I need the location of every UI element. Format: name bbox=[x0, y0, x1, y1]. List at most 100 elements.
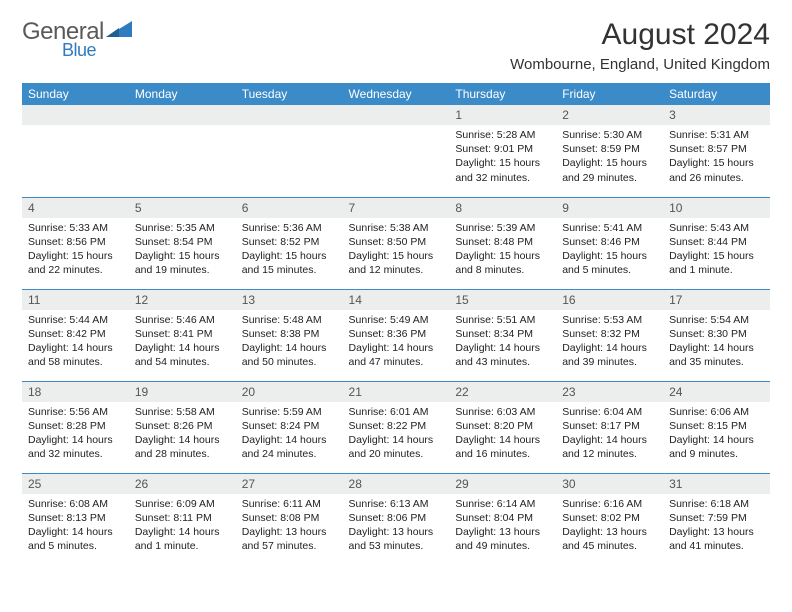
calendar-day: 19Sunrise: 5:58 AMSunset: 8:26 PMDayligh… bbox=[129, 381, 236, 473]
calendar-day: 13Sunrise: 5:48 AMSunset: 8:38 PMDayligh… bbox=[236, 289, 343, 381]
calendar-day: 24Sunrise: 6:06 AMSunset: 8:15 PMDayligh… bbox=[663, 381, 770, 473]
day-header: Monday bbox=[129, 83, 236, 105]
day-info: Sunrise: 6:18 AMSunset: 7:59 PMDaylight:… bbox=[663, 494, 770, 557]
calendar-day: 3Sunrise: 5:31 AMSunset: 8:57 PMDaylight… bbox=[663, 105, 770, 197]
day-number: 15 bbox=[449, 290, 556, 310]
day-number: 29 bbox=[449, 474, 556, 494]
day-number: 21 bbox=[343, 382, 450, 402]
day-info: Sunrise: 5:56 AMSunset: 8:28 PMDaylight:… bbox=[22, 402, 129, 465]
day-info: Sunrise: 6:01 AMSunset: 8:22 PMDaylight:… bbox=[343, 402, 450, 465]
day-header: Saturday bbox=[663, 83, 770, 105]
calendar-day: 20Sunrise: 5:59 AMSunset: 8:24 PMDayligh… bbox=[236, 381, 343, 473]
triangle-icon bbox=[106, 19, 132, 42]
day-number: 30 bbox=[556, 474, 663, 494]
day-header: Sunday bbox=[22, 83, 129, 105]
calendar-day: 28Sunrise: 6:13 AMSunset: 8:06 PMDayligh… bbox=[343, 473, 450, 565]
day-number: 5 bbox=[129, 198, 236, 218]
header: General Blue August 2024 Wombourne, Engl… bbox=[22, 18, 770, 73]
day-number: 4 bbox=[22, 198, 129, 218]
day-number: 6 bbox=[236, 198, 343, 218]
day-info: Sunrise: 5:35 AMSunset: 8:54 PMDaylight:… bbox=[129, 218, 236, 281]
day-header: Friday bbox=[556, 83, 663, 105]
calendar-day: 21Sunrise: 6:01 AMSunset: 8:22 PMDayligh… bbox=[343, 381, 450, 473]
day-info: Sunrise: 5:28 AMSunset: 9:01 PMDaylight:… bbox=[449, 125, 556, 188]
day-number bbox=[129, 105, 236, 125]
day-number: 22 bbox=[449, 382, 556, 402]
calendar-day: 11Sunrise: 5:44 AMSunset: 8:42 PMDayligh… bbox=[22, 289, 129, 381]
calendar-day: 18Sunrise: 5:56 AMSunset: 8:28 PMDayligh… bbox=[22, 381, 129, 473]
day-info: Sunrise: 5:30 AMSunset: 8:59 PMDaylight:… bbox=[556, 125, 663, 188]
day-header: Thursday bbox=[449, 83, 556, 105]
calendar-day: 23Sunrise: 6:04 AMSunset: 8:17 PMDayligh… bbox=[556, 381, 663, 473]
day-info: Sunrise: 6:03 AMSunset: 8:20 PMDaylight:… bbox=[449, 402, 556, 465]
day-number bbox=[343, 105, 450, 125]
calendar-week: 25Sunrise: 6:08 AMSunset: 8:13 PMDayligh… bbox=[22, 473, 770, 565]
calendar-day bbox=[129, 105, 236, 197]
day-info: Sunrise: 5:36 AMSunset: 8:52 PMDaylight:… bbox=[236, 218, 343, 281]
day-number: 3 bbox=[663, 105, 770, 125]
calendar-day: 31Sunrise: 6:18 AMSunset: 7:59 PMDayligh… bbox=[663, 473, 770, 565]
day-info: Sunrise: 5:43 AMSunset: 8:44 PMDaylight:… bbox=[663, 218, 770, 281]
day-header: Tuesday bbox=[236, 83, 343, 105]
day-number: 23 bbox=[556, 382, 663, 402]
day-info: Sunrise: 5:31 AMSunset: 8:57 PMDaylight:… bbox=[663, 125, 770, 188]
day-info: Sunrise: 5:54 AMSunset: 8:30 PMDaylight:… bbox=[663, 310, 770, 373]
calendar-day: 6Sunrise: 5:36 AMSunset: 8:52 PMDaylight… bbox=[236, 197, 343, 289]
day-info: Sunrise: 6:08 AMSunset: 8:13 PMDaylight:… bbox=[22, 494, 129, 557]
calendar-day bbox=[343, 105, 450, 197]
day-number: 24 bbox=[663, 382, 770, 402]
location: Wombourne, England, United Kingdom bbox=[510, 56, 770, 73]
day-number: 26 bbox=[129, 474, 236, 494]
calendar-day: 4Sunrise: 5:33 AMSunset: 8:56 PMDaylight… bbox=[22, 197, 129, 289]
day-header-row: SundayMondayTuesdayWednesdayThursdayFrid… bbox=[22, 83, 770, 105]
day-info: Sunrise: 6:14 AMSunset: 8:04 PMDaylight:… bbox=[449, 494, 556, 557]
day-number: 12 bbox=[129, 290, 236, 310]
day-info: Sunrise: 6:11 AMSunset: 8:08 PMDaylight:… bbox=[236, 494, 343, 557]
day-number: 8 bbox=[449, 198, 556, 218]
day-number: 13 bbox=[236, 290, 343, 310]
day-number: 27 bbox=[236, 474, 343, 494]
day-number: 11 bbox=[22, 290, 129, 310]
day-header: Wednesday bbox=[343, 83, 450, 105]
day-info: Sunrise: 5:53 AMSunset: 8:32 PMDaylight:… bbox=[556, 310, 663, 373]
day-info: Sunrise: 5:44 AMSunset: 8:42 PMDaylight:… bbox=[22, 310, 129, 373]
calendar-day bbox=[236, 105, 343, 197]
calendar-day: 30Sunrise: 6:16 AMSunset: 8:02 PMDayligh… bbox=[556, 473, 663, 565]
day-number: 10 bbox=[663, 198, 770, 218]
calendar-day: 14Sunrise: 5:49 AMSunset: 8:36 PMDayligh… bbox=[343, 289, 450, 381]
logo: General Blue bbox=[22, 18, 132, 61]
calendar-day: 26Sunrise: 6:09 AMSunset: 8:11 PMDayligh… bbox=[129, 473, 236, 565]
day-info: Sunrise: 5:39 AMSunset: 8:48 PMDaylight:… bbox=[449, 218, 556, 281]
day-info: Sunrise: 5:33 AMSunset: 8:56 PMDaylight:… bbox=[22, 218, 129, 281]
calendar-day: 12Sunrise: 5:46 AMSunset: 8:41 PMDayligh… bbox=[129, 289, 236, 381]
calendar-table: SundayMondayTuesdayWednesdayThursdayFrid… bbox=[22, 83, 770, 565]
day-number: 18 bbox=[22, 382, 129, 402]
title-block: August 2024 Wombourne, England, United K… bbox=[510, 18, 770, 73]
day-number: 14 bbox=[343, 290, 450, 310]
day-number: 9 bbox=[556, 198, 663, 218]
day-info: Sunrise: 6:04 AMSunset: 8:17 PMDaylight:… bbox=[556, 402, 663, 465]
calendar-day: 10Sunrise: 5:43 AMSunset: 8:44 PMDayligh… bbox=[663, 197, 770, 289]
calendar-day: 15Sunrise: 5:51 AMSunset: 8:34 PMDayligh… bbox=[449, 289, 556, 381]
calendar-day: 1Sunrise: 5:28 AMSunset: 9:01 PMDaylight… bbox=[449, 105, 556, 197]
calendar-day: 17Sunrise: 5:54 AMSunset: 8:30 PMDayligh… bbox=[663, 289, 770, 381]
day-number bbox=[22, 105, 129, 125]
day-info: Sunrise: 5:46 AMSunset: 8:41 PMDaylight:… bbox=[129, 310, 236, 373]
day-info: Sunrise: 6:16 AMSunset: 8:02 PMDaylight:… bbox=[556, 494, 663, 557]
day-number: 16 bbox=[556, 290, 663, 310]
calendar-week: 1Sunrise: 5:28 AMSunset: 9:01 PMDaylight… bbox=[22, 105, 770, 197]
page-title: August 2024 bbox=[510, 18, 770, 52]
day-info: Sunrise: 5:59 AMSunset: 8:24 PMDaylight:… bbox=[236, 402, 343, 465]
calendar-day: 7Sunrise: 5:38 AMSunset: 8:50 PMDaylight… bbox=[343, 197, 450, 289]
calendar-day: 27Sunrise: 6:11 AMSunset: 8:08 PMDayligh… bbox=[236, 473, 343, 565]
day-number: 2 bbox=[556, 105, 663, 125]
calendar-day: 25Sunrise: 6:08 AMSunset: 8:13 PMDayligh… bbox=[22, 473, 129, 565]
calendar-week: 4Sunrise: 5:33 AMSunset: 8:56 PMDaylight… bbox=[22, 197, 770, 289]
day-info: Sunrise: 6:13 AMSunset: 8:06 PMDaylight:… bbox=[343, 494, 450, 557]
calendar-day bbox=[22, 105, 129, 197]
day-info: Sunrise: 5:38 AMSunset: 8:50 PMDaylight:… bbox=[343, 218, 450, 281]
day-number: 19 bbox=[129, 382, 236, 402]
day-info: Sunrise: 5:48 AMSunset: 8:38 PMDaylight:… bbox=[236, 310, 343, 373]
day-info: Sunrise: 6:09 AMSunset: 8:11 PMDaylight:… bbox=[129, 494, 236, 557]
calendar-day: 5Sunrise: 5:35 AMSunset: 8:54 PMDaylight… bbox=[129, 197, 236, 289]
